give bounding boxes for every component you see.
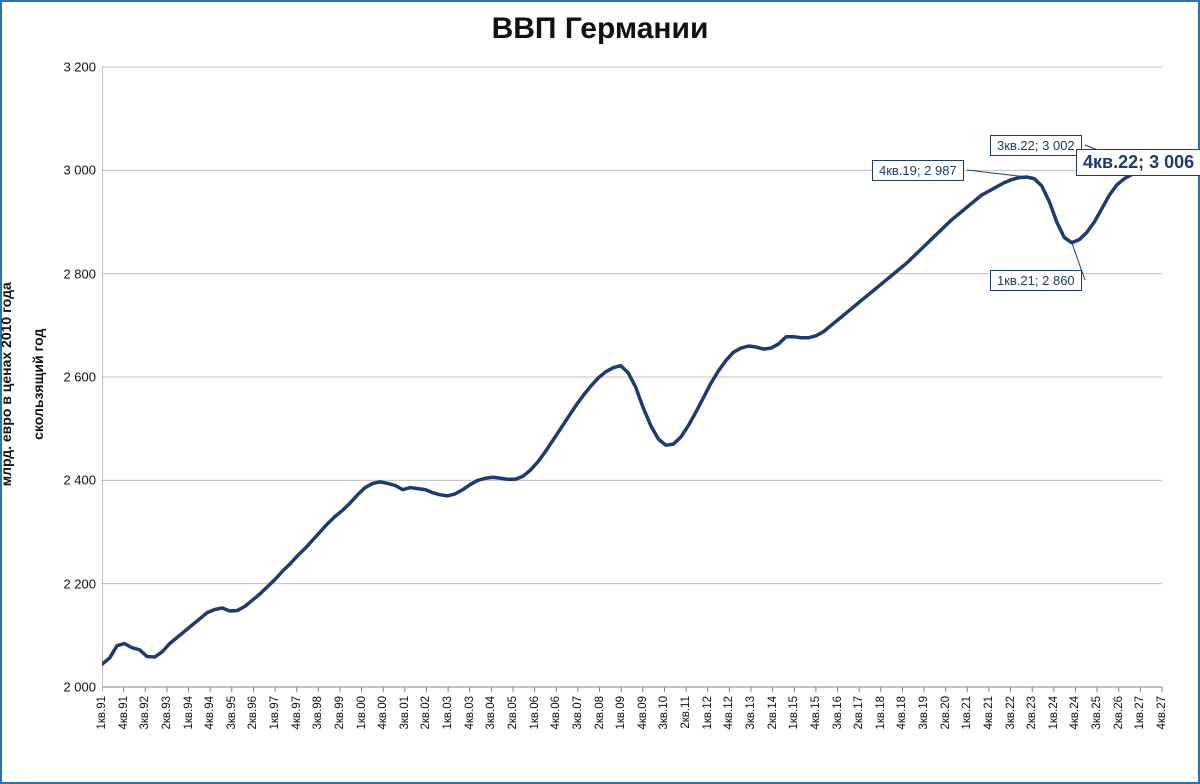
chart-title: ВВП Германии [2,12,1198,46]
xtick-label: 3кв.01 [399,696,411,730]
plot-area: 2 0002 2002 4002 6002 8003 0003 200 1кв.… [102,62,1177,692]
xtick-label: 2кв.93 [161,696,173,730]
xtick-label: 1кв.97 [269,696,281,730]
xtick-label: 4кв.18 [896,696,908,730]
xtick-label: 4кв.15 [810,696,822,730]
xtick-label: 2кв.14 [767,696,779,730]
xtick-label: 2кв.26 [1113,696,1125,730]
xtick-label: 1кв.94 [183,696,195,730]
xtick-label: 3кв.10 [658,696,670,730]
chart-svg [102,62,1177,692]
callout-label: 4кв.22; 3 006 [1076,149,1200,176]
xtick-label: 3кв.13 [745,696,757,730]
xtick-label: 1кв.27 [1134,696,1146,730]
xtick-label: 4кв.27 [1156,696,1168,730]
xtick-label: 4кв.97 [291,696,303,730]
xtick-label: 3кв.16 [832,696,844,730]
ytick-label: 2 400 [63,473,96,488]
xtick-label: 4кв.09 [637,696,649,730]
xtick-label: 4кв.12 [723,696,735,730]
xtick-label: 2кв.11 [680,696,692,729]
data-line [102,167,1162,664]
xtick-label: 1кв.91 [96,696,108,730]
xtick-label: 3кв.98 [312,696,324,730]
xtick-label: 4кв.24 [1069,696,1081,730]
xtick-label: 2кв.08 [594,696,606,730]
xtick-label: 3кв.22 [1005,696,1017,730]
xtick-label: 3кв.25 [1091,696,1103,730]
ytick-label: 2 000 [63,680,96,695]
callout-label: 3кв.22; 3 002 [990,135,1082,156]
xtick-label: 1кв.15 [788,696,800,730]
xtick-label: 4кв.94 [204,696,216,730]
xtick-label: 2кв.23 [1026,696,1038,730]
ytick-label: 3 200 [63,60,96,75]
xtick-label: 1кв.00 [356,696,368,730]
xtick-label: 4кв.91 [118,696,130,730]
callout-label: 1кв.21; 2 860 [990,270,1082,291]
xtick-label: 1кв.03 [442,696,454,730]
xtick-label: 1кв.06 [529,696,541,730]
ytick-label: 2 200 [63,576,96,591]
xtick-label: 3кв.19 [918,696,930,730]
xtick-label: 1кв.12 [702,696,714,730]
xtick-label: 3кв.07 [572,696,584,730]
xtick-label: 2кв.20 [940,696,952,730]
xtick-label: 4кв.21 [983,696,995,730]
xtick-label: 4кв.06 [550,696,562,730]
xtick-label: 2кв.99 [334,696,346,730]
ytick-label: 2 800 [63,266,96,281]
xtick-label: 2кв.02 [420,696,432,730]
ytick-label: 3 000 [63,163,96,178]
callout-label: 4кв.19; 2 987 [872,160,964,181]
xtick-label: 4кв.00 [377,696,389,730]
xtick-label: 3кв.92 [139,696,151,730]
y-axis-label: млрд. евро в ценах 2010 года скользящий … [0,242,62,542]
xtick-label: 1кв.21 [961,696,973,730]
xtick-label: 2кв.17 [853,696,865,730]
xtick-label: 3кв.04 [485,696,497,730]
xtick-label: 2кв.96 [247,696,259,730]
xtick-label: 1кв.09 [615,696,627,730]
xtick-label: 1кв.24 [1048,696,1060,730]
xtick-label: 2кв.05 [507,696,519,730]
xtick-label: 3кв.95 [226,696,238,730]
xtick-label: 1кв.18 [875,696,887,730]
ytick-label: 2 600 [63,370,96,385]
xtick-label: 4кв.03 [464,696,476,730]
